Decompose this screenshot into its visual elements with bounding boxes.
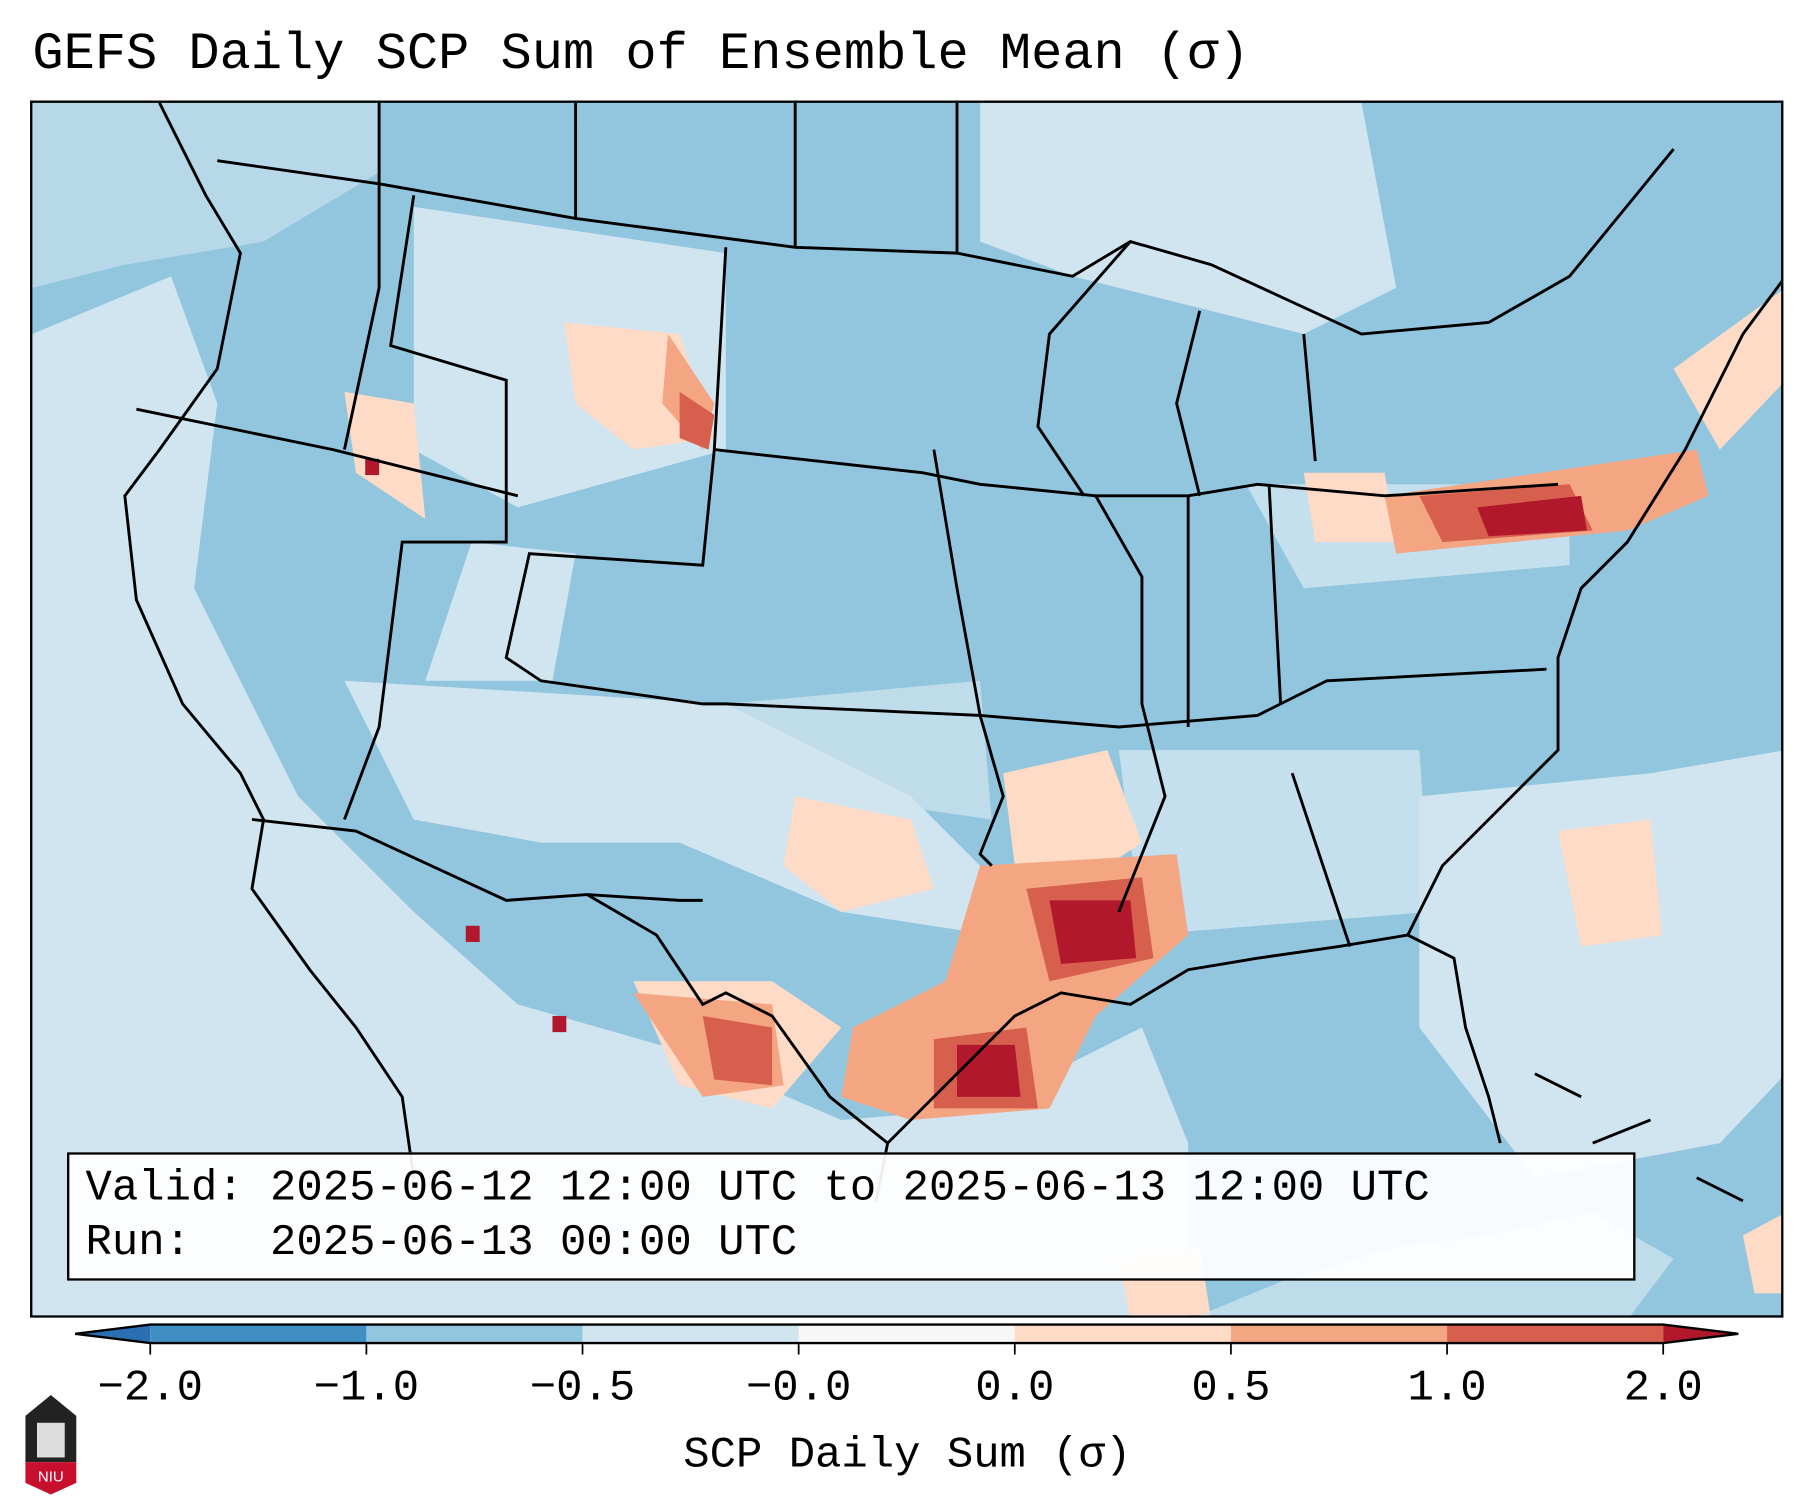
colorbar-tick-label: 0.0	[975, 1363, 1055, 1414]
valid-time-text: Valid: 2025-06-12 12:00 UTC to 2025-06-1…	[85, 1163, 1430, 1214]
colorbar-segment	[150, 1324, 367, 1344]
colorbar-tick-label: 2.0	[1623, 1363, 1703, 1414]
scp-field-map	[32, 102, 1782, 1316]
colorbar-tick-label: 0.5	[1191, 1363, 1271, 1414]
colorbar-extend-high	[1663, 1324, 1739, 1344]
colorbar-tick-label: −1.0	[313, 1363, 420, 1414]
colorbar-tick-label: −2.0	[97, 1363, 203, 1414]
logo-text: NIU	[38, 1469, 64, 1486]
colorbar-segment	[1447, 1324, 1664, 1344]
colorbar-segment	[798, 1324, 1015, 1344]
figure-title: GEFS Daily SCP Sum of Ensemble Mean (σ)	[32, 25, 1250, 85]
map-panel	[30, 100, 1784, 1318]
colorbar-segment	[1230, 1324, 1448, 1344]
colorbar-segment	[582, 1324, 799, 1344]
colorbar-tick-label: −0.5	[529, 1363, 636, 1414]
valid-run-info-box: Valid: 2025-06-12 12:00 UTC to 2025-06-1…	[67, 1152, 1636, 1281]
colorbar-tick-label: 1.0	[1407, 1363, 1487, 1414]
colorbar-extend-low	[75, 1324, 151, 1344]
niu-logo: NIU	[25, 1395, 77, 1495]
field-dark-red	[365, 458, 1587, 1097]
colorbar-tick-label: −0.0	[745, 1363, 852, 1414]
boundaries	[123, 102, 1782, 1203]
field-light-blue	[32, 102, 1782, 1316]
colorbar-label: SCP Daily Sum (σ)	[683, 1430, 1132, 1481]
colorbar	[74, 1323, 1739, 1355]
run-time-text: Run: 2025-06-13 00:00 UTC	[85, 1218, 798, 1268]
colorbar-segment	[1014, 1324, 1231, 1344]
colorbar-segment	[366, 1324, 583, 1344]
